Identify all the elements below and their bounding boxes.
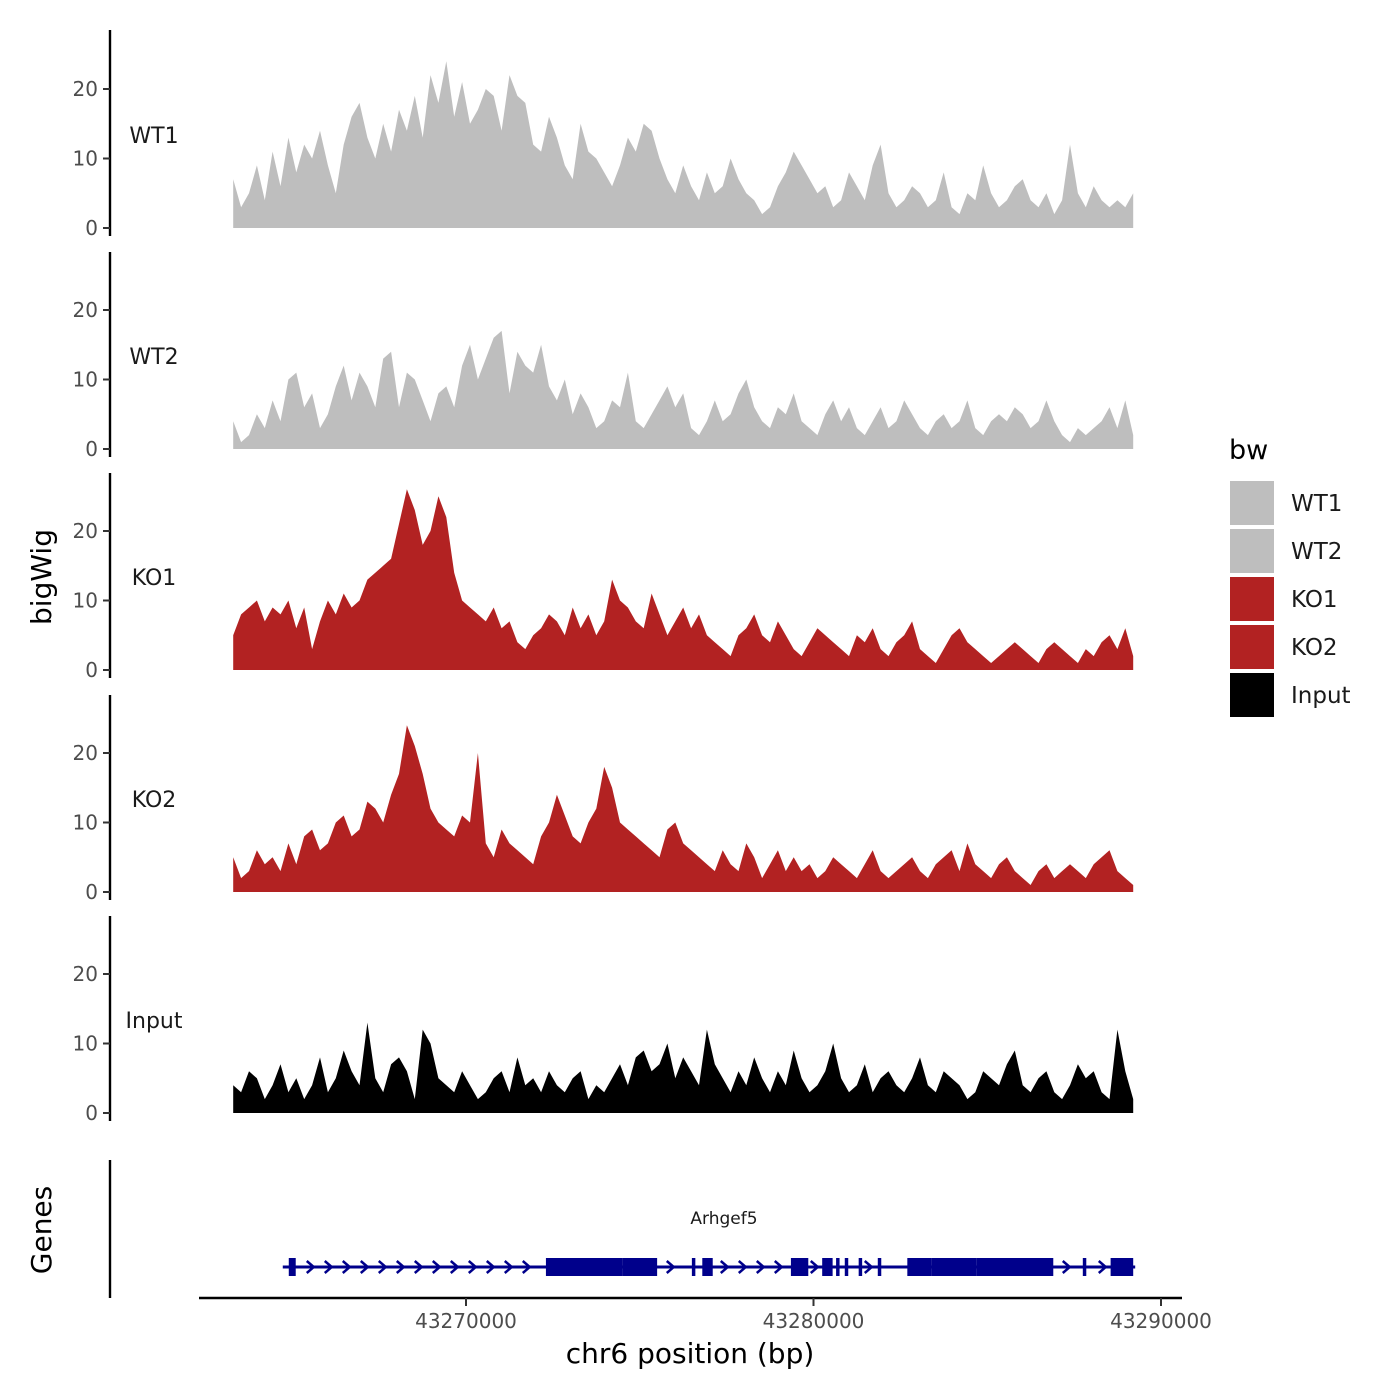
y-tick-label: 10 xyxy=(73,589,98,613)
legend-label-wt2: WT2 xyxy=(1291,539,1342,565)
track-label: KO1 xyxy=(132,566,177,591)
legend-key-ko2 xyxy=(1230,625,1274,669)
gene-exon xyxy=(822,1258,833,1276)
y-tick-label: 0 xyxy=(85,1101,98,1125)
strand-arrow xyxy=(485,1260,496,1274)
legend-key-wt1 xyxy=(1230,481,1274,525)
gene-label: Arhgef5 xyxy=(690,1209,757,1229)
strand-arrow xyxy=(341,1260,352,1274)
strand-arrow xyxy=(809,1260,820,1274)
y-tick-label: 0 xyxy=(85,437,98,461)
gene-exon xyxy=(545,1258,623,1276)
y-tick-label: 20 xyxy=(73,962,98,986)
y-tick-label: 10 xyxy=(73,1032,98,1056)
strand-arrow xyxy=(1097,1260,1108,1274)
strand-arrow xyxy=(431,1260,442,1274)
gene-exon xyxy=(836,1258,840,1276)
strand-arrow xyxy=(323,1260,334,1274)
x-tick-label: 43290000 xyxy=(1110,1309,1212,1333)
track-ko2: 0 10 20 KO2 xyxy=(73,695,1134,904)
strand-arrow xyxy=(377,1260,388,1274)
x-axis: 43270000 43280000 43290000 chr6 position (… xyxy=(199,1296,1212,1370)
strand-arrow xyxy=(773,1260,784,1274)
gene-exon xyxy=(691,1258,696,1276)
coverage-tracks: 0 10 20 WT1 0 10 20 WT2 0 10 20 KO1 0 10 20 KO2 0 10 20 Inp… xyxy=(73,30,1134,1125)
gene-exon xyxy=(702,1258,713,1276)
gene-track-panel: Genes Arhgef5 xyxy=(25,1160,1136,1298)
track-wt2: 0 10 20 WT2 xyxy=(73,252,1134,461)
y-tick-label: 0 xyxy=(85,658,98,682)
x-axis-ticks: 43270000 43280000 43290000 xyxy=(415,1298,1212,1333)
coverage-area-wt2 xyxy=(233,330,1134,449)
strand-arrow xyxy=(1061,1260,1072,1274)
gene-exon xyxy=(907,1258,932,1276)
legend-key-wt2 xyxy=(1230,529,1274,573)
coverage-area-input xyxy=(233,1022,1134,1113)
gene-exon xyxy=(622,1258,658,1276)
legend-key-ko1 xyxy=(1230,577,1274,621)
coverage-area-ko1 xyxy=(233,489,1134,670)
strand-arrow xyxy=(305,1260,316,1274)
y-tick-label: 20 xyxy=(73,519,98,543)
gene-exon xyxy=(976,1258,1054,1276)
gene-exon xyxy=(844,1258,849,1276)
legend: bw WT1 WT2 KO1 KO2 Input xyxy=(1229,435,1351,717)
gene-model xyxy=(282,1258,1136,1276)
strand-arrow xyxy=(755,1260,766,1274)
coverage-area-ko2 xyxy=(233,725,1134,892)
strand-arrow xyxy=(413,1260,424,1274)
strand-arrow xyxy=(521,1260,532,1274)
legend-label-wt1: WT1 xyxy=(1291,491,1342,517)
track-label: WT2 xyxy=(129,345,178,370)
coverage-area-wt1 xyxy=(233,61,1134,229)
y-tick-label: 10 xyxy=(73,368,98,392)
y-tick-label: 10 xyxy=(73,811,98,835)
legend-label-ko2: KO2 xyxy=(1291,635,1338,661)
y-tick-label: 0 xyxy=(85,216,98,240)
y-tick-label: 20 xyxy=(73,77,98,101)
x-tick-label: 43280000 xyxy=(763,1309,865,1333)
y-tick-label: 0 xyxy=(85,880,98,904)
x-tick-label: 43270000 xyxy=(415,1309,517,1333)
track-wt1: 0 10 20 WT1 xyxy=(73,30,1134,240)
strand-arrow xyxy=(449,1260,460,1274)
y-tick-label: 20 xyxy=(73,741,98,765)
strand-arrow xyxy=(467,1260,478,1274)
track-label: WT1 xyxy=(129,124,178,149)
legend-key-input xyxy=(1230,673,1274,717)
track-input: 0 10 20 Input xyxy=(73,916,1134,1125)
strand-arrow xyxy=(359,1260,370,1274)
track-label: Input xyxy=(126,1009,183,1034)
gene-exon xyxy=(858,1258,863,1276)
strand-arrow xyxy=(665,1260,676,1274)
track-label: KO2 xyxy=(132,788,177,813)
gene-exon xyxy=(1110,1258,1134,1276)
strand-arrow xyxy=(503,1260,514,1274)
strand-arrow xyxy=(863,1260,874,1274)
gene-exon xyxy=(288,1258,296,1276)
y-tick-label: 10 xyxy=(73,147,98,171)
y-axis-title: bigWig xyxy=(25,529,58,625)
gene-track-ylabel: Genes xyxy=(25,1186,58,1274)
gene-exon xyxy=(877,1258,882,1276)
x-axis-title: chr6 position (bp) xyxy=(566,1337,815,1370)
gene-exon xyxy=(1082,1258,1087,1276)
strand-arrow xyxy=(737,1260,748,1274)
strand-arrow xyxy=(719,1260,730,1274)
legend-title: bw xyxy=(1229,435,1268,466)
legend-label-input: Input xyxy=(1291,683,1351,709)
gene-exon xyxy=(790,1258,809,1276)
track-ko1: 0 10 20 KO1 xyxy=(73,473,1134,682)
strand-arrow xyxy=(395,1260,406,1274)
y-tick-label: 20 xyxy=(73,298,98,322)
legend-items: WT1 WT2 KO1 KO2 Input xyxy=(1230,481,1351,717)
gene-exon xyxy=(931,1258,977,1276)
legend-label-ko1: KO1 xyxy=(1291,587,1338,613)
